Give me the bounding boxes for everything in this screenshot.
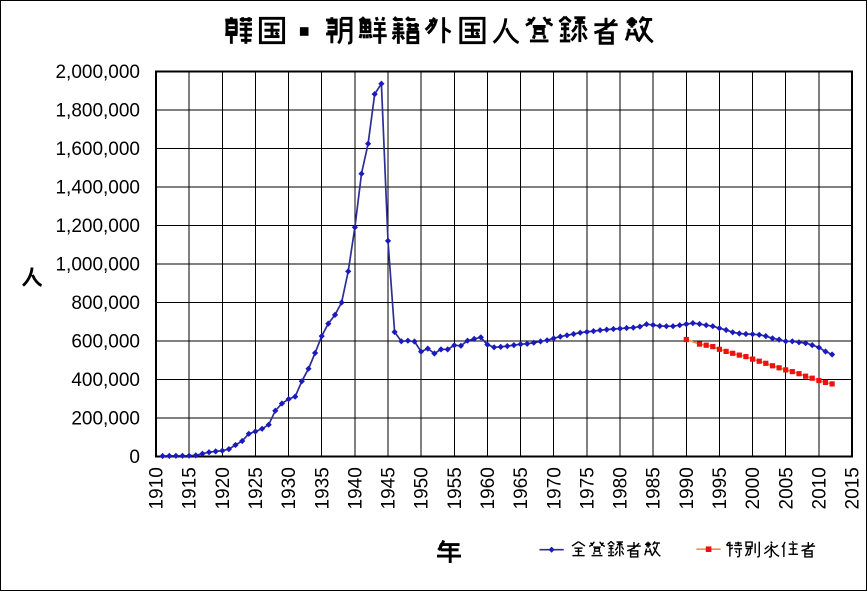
svg-text:1,800,000: 1,800,000 [55,101,140,122]
svg-text:1995: 1995 [710,467,731,509]
svg-text:1985: 1985 [644,467,665,509]
svg-text:1945: 1945 [379,467,400,509]
svg-text:1935: 1935 [312,467,333,509]
svg-text:1990: 1990 [677,467,698,509]
svg-text:1975: 1975 [578,467,599,509]
svg-text:1980: 1980 [611,467,632,509]
svg-text:1,400,000: 1,400,000 [55,178,140,199]
svg-text:2005: 2005 [776,467,797,509]
svg-text:2000: 2000 [743,467,764,509]
svg-text:800,000: 800,000 [71,293,140,314]
svg-text:1925: 1925 [246,467,267,509]
svg-text:1940: 1940 [346,467,367,509]
svg-text:2010: 2010 [810,467,831,509]
svg-text:2015: 2015 [843,467,864,509]
svg-text:1965: 1965 [511,467,532,509]
svg-text:2,000,000: 2,000,000 [55,62,140,83]
svg-text:1,200,000: 1,200,000 [55,216,140,237]
svg-text:1,600,000: 1,600,000 [55,139,140,160]
svg-text:1955: 1955 [445,467,466,509]
svg-text:600,000: 600,000 [71,332,140,353]
svg-text:1910: 1910 [147,467,168,509]
svg-text:200,000: 200,000 [71,409,140,430]
svg-text:1930: 1930 [279,467,300,509]
svg-text:1915: 1915 [180,467,201,509]
svg-text:1950: 1950 [412,467,433,509]
svg-text:400,000: 400,000 [71,370,140,391]
svg-text:1920: 1920 [213,467,234,509]
svg-text:1,000,000: 1,000,000 [55,255,140,276]
svg-text:1960: 1960 [478,467,499,509]
svg-text:0: 0 [129,447,140,468]
svg-text:1970: 1970 [544,467,565,509]
